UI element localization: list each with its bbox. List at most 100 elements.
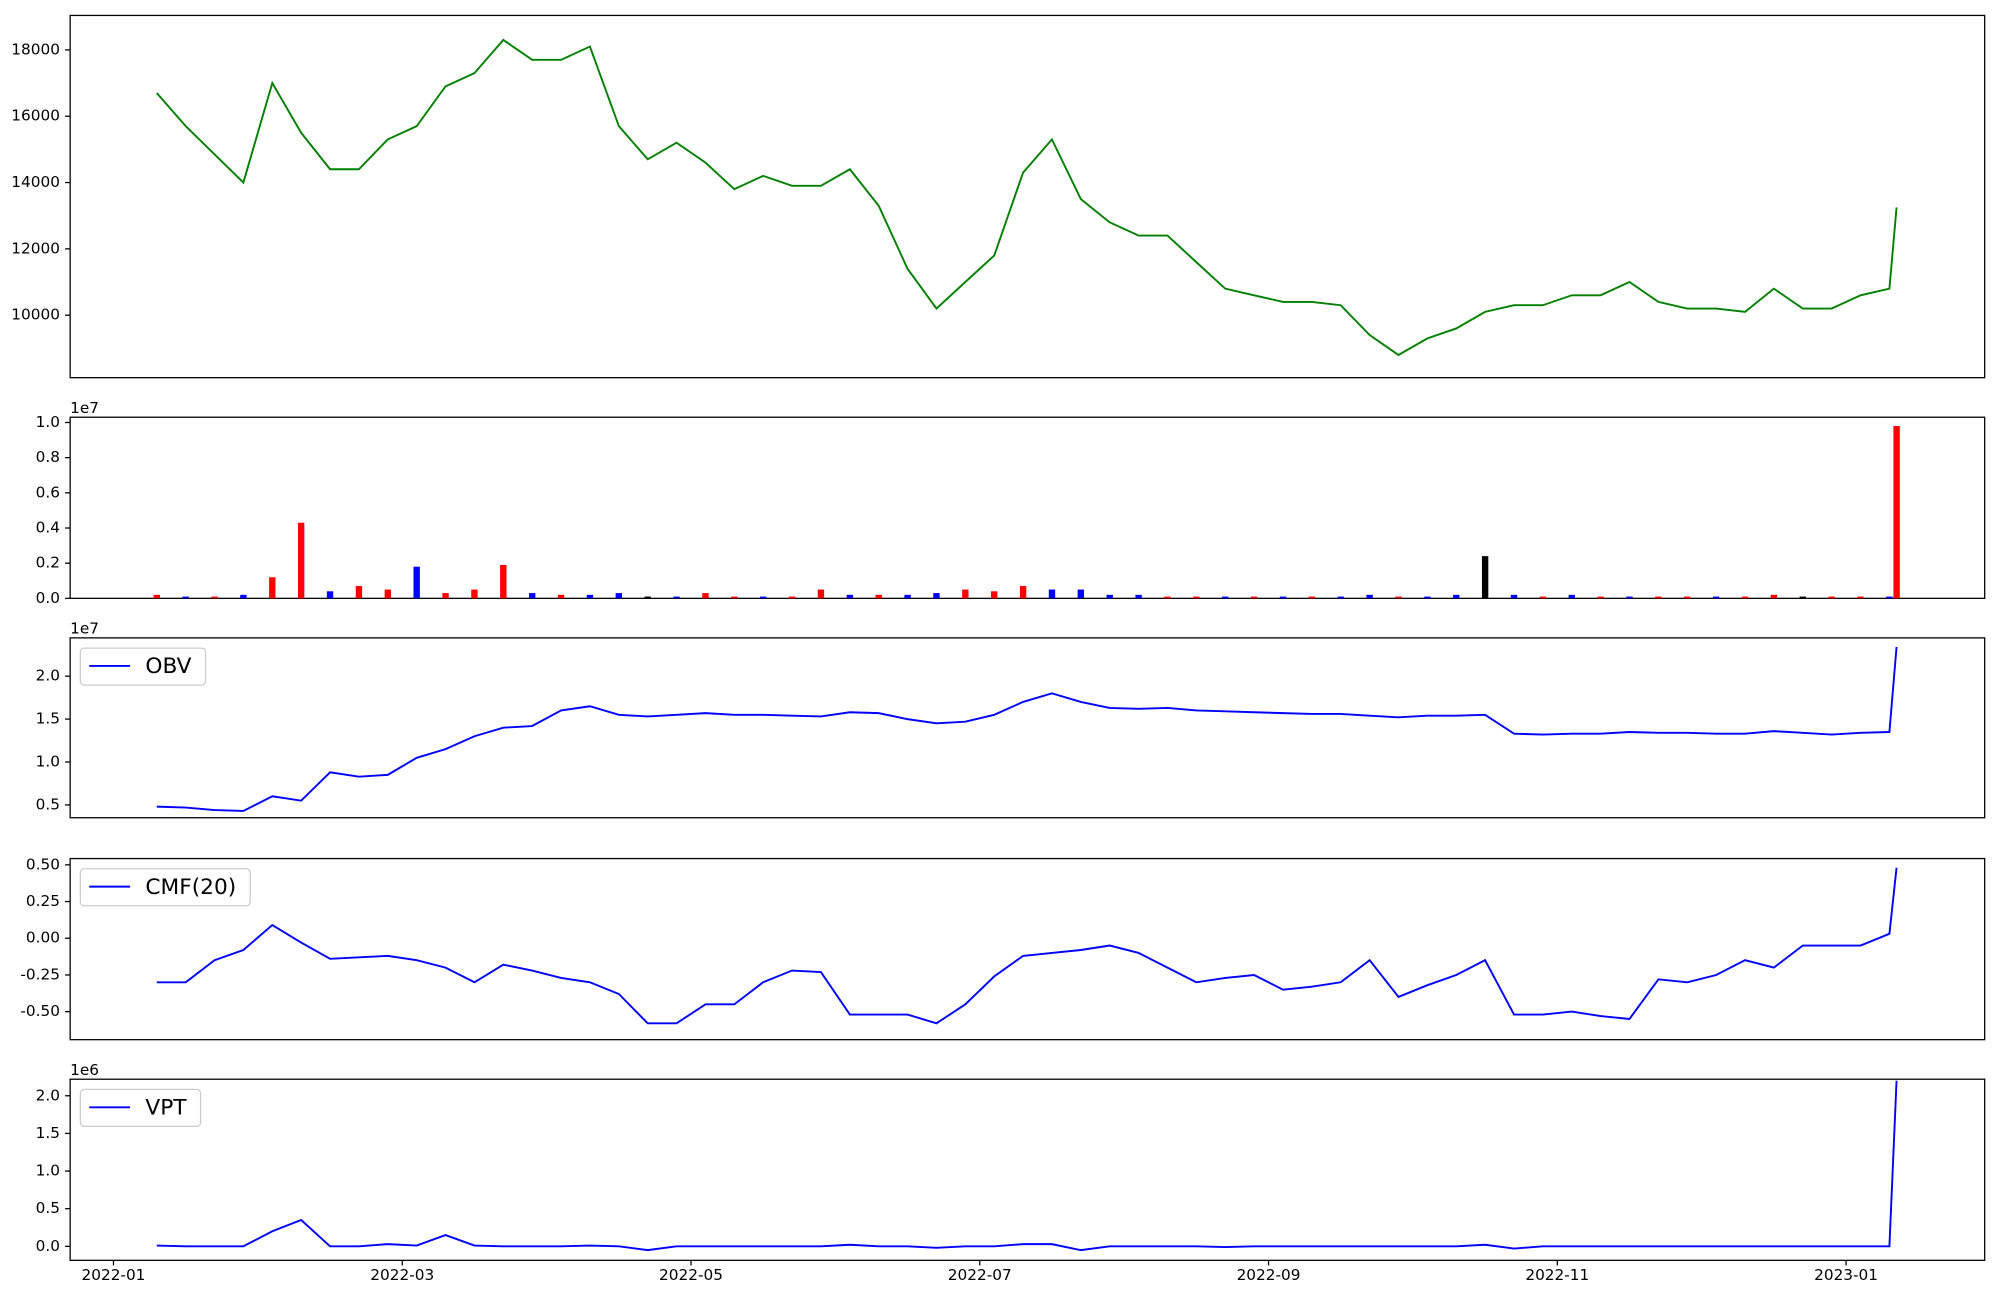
bar (1655, 596, 1662, 599)
bar (1568, 594, 1575, 599)
x-tick-label: 2022-07 (948, 1266, 1012, 1284)
bar (1857, 596, 1864, 599)
axis-frame (69, 416, 1986, 599)
bar (1539, 596, 1547, 599)
offset-label: 1e7 (70, 619, 99, 637)
bar (1510, 594, 1518, 599)
bar (1886, 596, 1893, 599)
y-tick-label: 12000 (11, 239, 60, 257)
y-tick-label: 2.0 (36, 1086, 60, 1104)
bar (1308, 596, 1316, 599)
y-tick-label: 0.5 (36, 795, 60, 813)
x-tick-label: 2022-05 (659, 1266, 723, 1284)
x-tick-label: 2022-01 (82, 1266, 146, 1284)
bar (442, 593, 449, 599)
bar (1279, 596, 1287, 599)
bar (1048, 589, 1056, 599)
bar (413, 566, 420, 599)
bar (297, 522, 305, 599)
series-line (156, 38, 1898, 357)
bar (1222, 596, 1229, 599)
bar (1250, 596, 1258, 599)
bar (644, 596, 651, 599)
bar (1424, 596, 1431, 599)
y-tick-label: -0.50 (20, 1002, 60, 1020)
bar (1135, 594, 1142, 599)
bar (153, 594, 160, 599)
series-line (156, 1080, 1898, 1252)
legend-box (79, 1088, 202, 1128)
bar (875, 594, 882, 599)
legend-box (79, 868, 251, 907)
legend-label: VPT (145, 1096, 187, 1121)
x-tick-label: 2022-03 (370, 1266, 434, 1284)
bar (1337, 596, 1344, 599)
legend-label: OBV (145, 654, 191, 679)
bar (528, 593, 536, 599)
y-tick-label: 0.4 (36, 519, 60, 537)
bar (269, 577, 276, 599)
bar (731, 596, 738, 599)
y-tick-label: -0.25 (20, 965, 60, 983)
bar (1395, 596, 1402, 599)
bar (1741, 596, 1749, 599)
bar (673, 596, 680, 599)
y-tick-label: 0.8 (36, 448, 60, 466)
y-tick-label: 1.0 (36, 413, 60, 431)
axis-frame (69, 1078, 1986, 1261)
legend-box (79, 647, 207, 686)
bar (1366, 594, 1373, 599)
y-tick-label: 1.5 (36, 710, 60, 728)
legend-label: CMF(20) (145, 875, 236, 900)
bar (760, 596, 767, 599)
bar (702, 593, 709, 599)
bar (1164, 596, 1171, 599)
series-line (156, 867, 1898, 1025)
y-tick-label: 16000 (11, 107, 60, 125)
bar (586, 594, 594, 599)
bar (1453, 594, 1460, 599)
bar (1077, 589, 1085, 599)
bar (615, 593, 623, 599)
bar (991, 591, 998, 599)
y-tick-label: 0.00 (26, 929, 60, 947)
bar (1481, 556, 1489, 599)
y-tick-label: 1.0 (36, 753, 60, 771)
axis-frame (69, 637, 1986, 819)
bar (326, 591, 334, 599)
bar (182, 596, 189, 599)
bar (1799, 596, 1806, 599)
x-tick-label: 2023-01 (1814, 1266, 1878, 1284)
bar (788, 596, 796, 599)
offset-label: 1e7 (70, 399, 99, 417)
y-tick-label: 0.50 (26, 855, 60, 873)
y-tick-label: 0.5 (36, 1199, 60, 1217)
y-tick-label: 0.6 (36, 483, 60, 501)
y-tick-label: 14000 (11, 173, 60, 191)
bar (557, 594, 565, 599)
offset-label: 1e6 (70, 1061, 99, 1079)
bar (817, 589, 825, 599)
bar (471, 589, 478, 599)
y-tick-label: 0.25 (26, 892, 60, 910)
x-tick-label: 2022-11 (1525, 1266, 1589, 1284)
bar (1893, 426, 1900, 599)
y-tick-label: 18000 (11, 40, 60, 58)
y-tick-label: 0.0 (36, 1237, 60, 1255)
y-tick-label: 0.0 (36, 589, 60, 607)
bar (1684, 596, 1691, 599)
y-tick-label: 0.2 (36, 554, 60, 572)
bar (384, 589, 391, 599)
x-tick-label: 2022-09 (1237, 1266, 1301, 1284)
bar (240, 594, 247, 599)
bar (1770, 594, 1778, 599)
y-tick-label: 1.0 (36, 1162, 60, 1180)
axis-frame (69, 857, 1986, 1041)
bar (500, 564, 507, 599)
axis-frame (69, 14, 1986, 379)
bar (933, 593, 940, 599)
series-line (156, 646, 1898, 812)
bar (1828, 596, 1835, 599)
